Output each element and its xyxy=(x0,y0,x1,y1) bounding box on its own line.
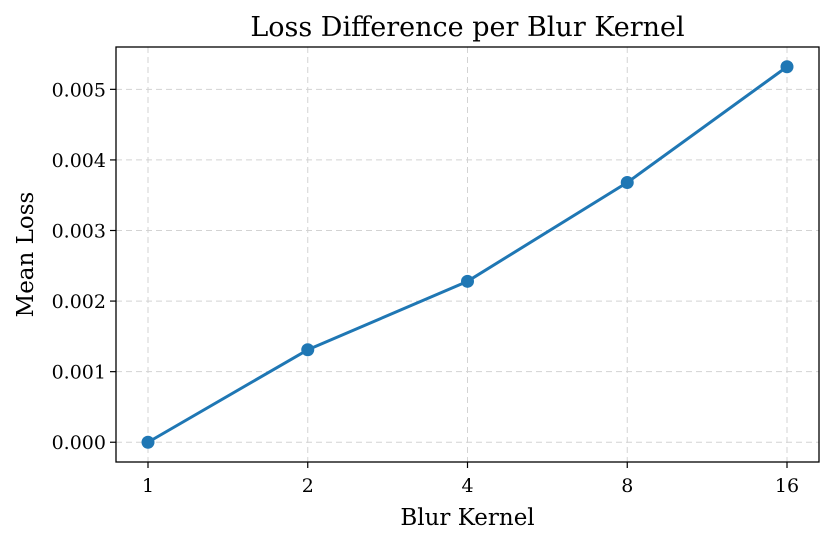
grid xyxy=(116,47,819,462)
data-point xyxy=(461,274,474,288)
y-tick-label: 0.001 xyxy=(52,362,106,384)
x-tick-label: 8 xyxy=(621,475,633,497)
data-point xyxy=(301,343,315,357)
series-line xyxy=(146,65,789,444)
chart-title: Loss Difference per Blur Kernel xyxy=(250,12,684,43)
ticks: 1 2 4 8 16 0.000 0.001 0.002 0.003 0.004 0.005 xyxy=(52,79,800,497)
y-tick-label: 0.000 xyxy=(52,432,106,454)
y-tick-label: 0.004 xyxy=(52,150,106,172)
y-axis-label: Mean Loss xyxy=(13,192,39,318)
y-tick-label: 0.005 xyxy=(52,79,106,101)
x-axis-label: Blur Kernel xyxy=(400,505,534,531)
x-tick-label: 4 xyxy=(461,475,473,497)
data-point xyxy=(141,435,155,449)
data-point xyxy=(620,176,634,190)
y-tick-label: 0.002 xyxy=(52,291,106,313)
series-layer xyxy=(141,60,794,449)
x-tick-label: 16 xyxy=(775,475,799,497)
x-tick-label: 2 xyxy=(302,475,314,497)
x-tick-label: 1 xyxy=(142,475,154,497)
y-tick-label: 0.003 xyxy=(52,221,106,243)
data-point xyxy=(780,60,794,74)
